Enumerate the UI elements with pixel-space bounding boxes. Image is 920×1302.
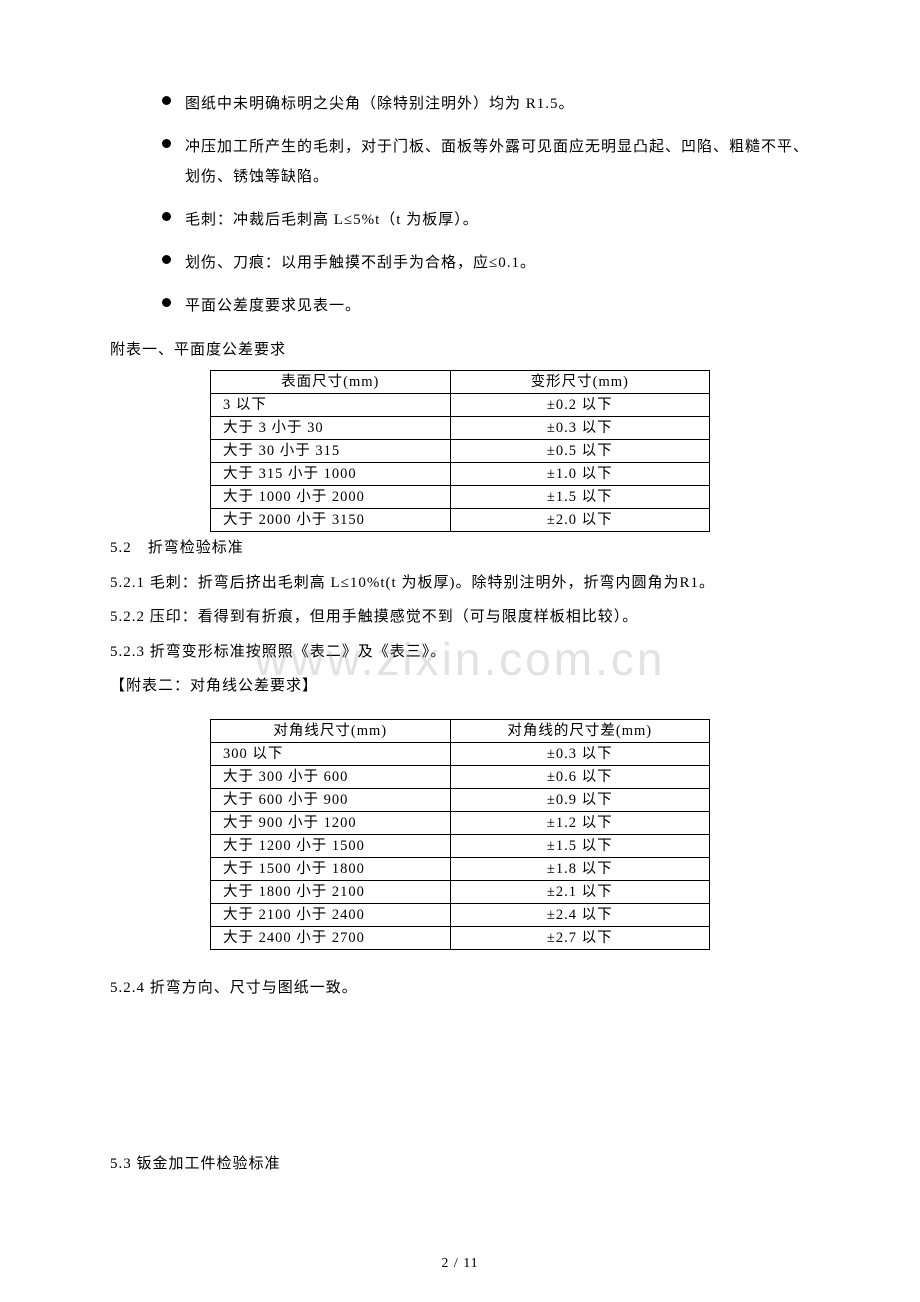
section-5-2-1: 5.2.1 毛刺：折弯后挤出毛刺高 L≤10%t(t 为板厚)。除特别注明外，折… (110, 569, 810, 598)
diagonal-tolerance-table: 对角线尺寸(mm) 对角线的尺寸差(mm) 300 以下±0.3 以下 大于 3… (210, 719, 710, 950)
table-cell: 大于 2000 小于 3150 (211, 509, 451, 532)
table-header-row: 表面尺寸(mm) 变形尺寸(mm) (211, 371, 710, 394)
table-header-row: 对角线尺寸(mm) 对角线的尺寸差(mm) (211, 719, 710, 742)
table-cell: 大于 3 小于 30 (211, 417, 451, 440)
table-cell: ±1.2 以下 (450, 811, 709, 834)
table-cell: 大于 1200 小于 1500 (211, 834, 451, 857)
table-cell: 大于 1800 小于 2100 (211, 880, 451, 903)
table-row: 大于 300 小于 600±0.6 以下 (211, 765, 710, 788)
table-row: 大于 600 小于 900±0.9 以下 (211, 788, 710, 811)
bullet-text: 图纸中未明确标明之尖角（除特别注明外）均为 R1.5。 (185, 90, 810, 119)
list-item: 图纸中未明确标明之尖角（除特别注明外）均为 R1.5。 (162, 90, 810, 119)
bullet-icon (162, 96, 171, 105)
table-cell: ±1.5 以下 (450, 834, 709, 857)
list-item: 冲压加工所产生的毛刺，对于门板、面板等外露可见面应无明显凸起、凹陷、粗糙不平、划… (162, 133, 810, 192)
table-row: 300 以下±0.3 以下 (211, 742, 710, 765)
table-cell: 大于 1000 小于 2000 (211, 486, 451, 509)
list-item: 毛刺：冲裁后毛刺高 L≤5%t（t 为板厚）。 (162, 206, 810, 235)
table2-caption: 【附表二：对角线公差要求】 (110, 672, 810, 701)
flatness-tolerance-table: 表面尺寸(mm) 变形尺寸(mm) 3 以下±0.2 以下 大于 3 小于 30… (210, 370, 710, 532)
table-cell: 大于 2400 小于 2700 (211, 926, 451, 949)
table-header: 对角线尺寸(mm) (211, 719, 451, 742)
section-5-2-2: 5.2.2 压印：看得到有折痕，但用手触摸感觉不到（可与限度样板相比较）。 (110, 603, 810, 632)
bullet-text: 毛刺：冲裁后毛刺高 L≤5%t（t 为板厚）。 (185, 206, 810, 235)
section-5-3: 5.3 钣金加工件检验标准 (110, 1150, 810, 1179)
bullet-text: 划伤、刀痕：以用手触摸不刮手为合格，应≤0.1。 (185, 249, 810, 278)
bullet-icon (162, 139, 171, 148)
table-row: 大于 2100 小于 2400±2.4 以下 (211, 903, 710, 926)
table-row: 大于 900 小于 1200±1.2 以下 (211, 811, 710, 834)
table-row: 大于 315 小于 1000±1.0 以下 (211, 463, 710, 486)
list-item: 平面公差度要求见表一。 (162, 292, 810, 321)
section-5-2-3: 5.2.3 折弯变形标准按照照《表二》及《表三》。 (110, 638, 810, 667)
bullet-icon (162, 212, 171, 221)
table-cell: ±1.0 以下 (450, 463, 709, 486)
page-footer: 2 / 11 (0, 1253, 920, 1274)
table-cell: 大于 600 小于 900 (211, 788, 451, 811)
table-cell: ±2.1 以下 (450, 880, 709, 903)
table-cell: ±0.9 以下 (450, 788, 709, 811)
table-row: 大于 1800 小于 2100±2.1 以下 (211, 880, 710, 903)
table-row: 3 以下±0.2 以下 (211, 394, 710, 417)
table-cell: 大于 30 小于 315 (211, 440, 451, 463)
table-cell: ±1.5 以下 (450, 486, 709, 509)
section-5-2-4: 5.2.4 折弯方向、尺寸与图纸一致。 (110, 974, 810, 1003)
table-cell: ±0.2 以下 (450, 394, 709, 417)
document-page: 图纸中未明确标明之尖角（除特别注明外）均为 R1.5。 冲压加工所产生的毛刺，对… (0, 0, 920, 1302)
table-row: 大于 2000 小于 3150±2.0 以下 (211, 509, 710, 532)
section-5-2-title: 5.2 折弯检验标准 (110, 534, 810, 563)
table-header: 表面尺寸(mm) (211, 371, 451, 394)
table-cell: 大于 2100 小于 2400 (211, 903, 451, 926)
table-cell: 3 以下 (211, 394, 451, 417)
table-cell: 大于 1500 小于 1800 (211, 857, 451, 880)
table-row: 大于 2400 小于 2700±2.7 以下 (211, 926, 710, 949)
bullet-icon (162, 298, 171, 307)
table-cell: ±0.5 以下 (450, 440, 709, 463)
table-cell: 大于 900 小于 1200 (211, 811, 451, 834)
bullet-list: 图纸中未明确标明之尖角（除特别注明外）均为 R1.5。 冲压加工所产生的毛刺，对… (162, 90, 810, 322)
table-cell: ±0.6 以下 (450, 765, 709, 788)
bullet-icon (162, 255, 171, 264)
table1-caption: 附表一、平面度公差要求 (110, 336, 810, 365)
table-cell: ±0.3 以下 (450, 742, 709, 765)
table-header: 变形尺寸(mm) (450, 371, 709, 394)
table-cell: ±2.0 以下 (450, 509, 709, 532)
table-cell: ±2.7 以下 (450, 926, 709, 949)
table-cell: ±1.8 以下 (450, 857, 709, 880)
table-cell: 大于 315 小于 1000 (211, 463, 451, 486)
table-row: 大于 30 小于 315±0.5 以下 (211, 440, 710, 463)
table-row: 大于 1500 小于 1800±1.8 以下 (211, 857, 710, 880)
bullet-text: 平面公差度要求见表一。 (185, 292, 810, 321)
table-cell: 大于 300 小于 600 (211, 765, 451, 788)
table-row: 大于 1000 小于 2000±1.5 以下 (211, 486, 710, 509)
bullet-text: 冲压加工所产生的毛刺，对于门板、面板等外露可见面应无明显凸起、凹陷、粗糙不平、划… (185, 133, 810, 192)
list-item: 划伤、刀痕：以用手触摸不刮手为合格，应≤0.1。 (162, 249, 810, 278)
table-cell: ±2.4 以下 (450, 903, 709, 926)
table-row: 大于 1200 小于 1500±1.5 以下 (211, 834, 710, 857)
table-header: 对角线的尺寸差(mm) (450, 719, 709, 742)
table-cell: ±0.3 以下 (450, 417, 709, 440)
table-cell: 300 以下 (211, 742, 451, 765)
table-row: 大于 3 小于 30±0.3 以下 (211, 417, 710, 440)
